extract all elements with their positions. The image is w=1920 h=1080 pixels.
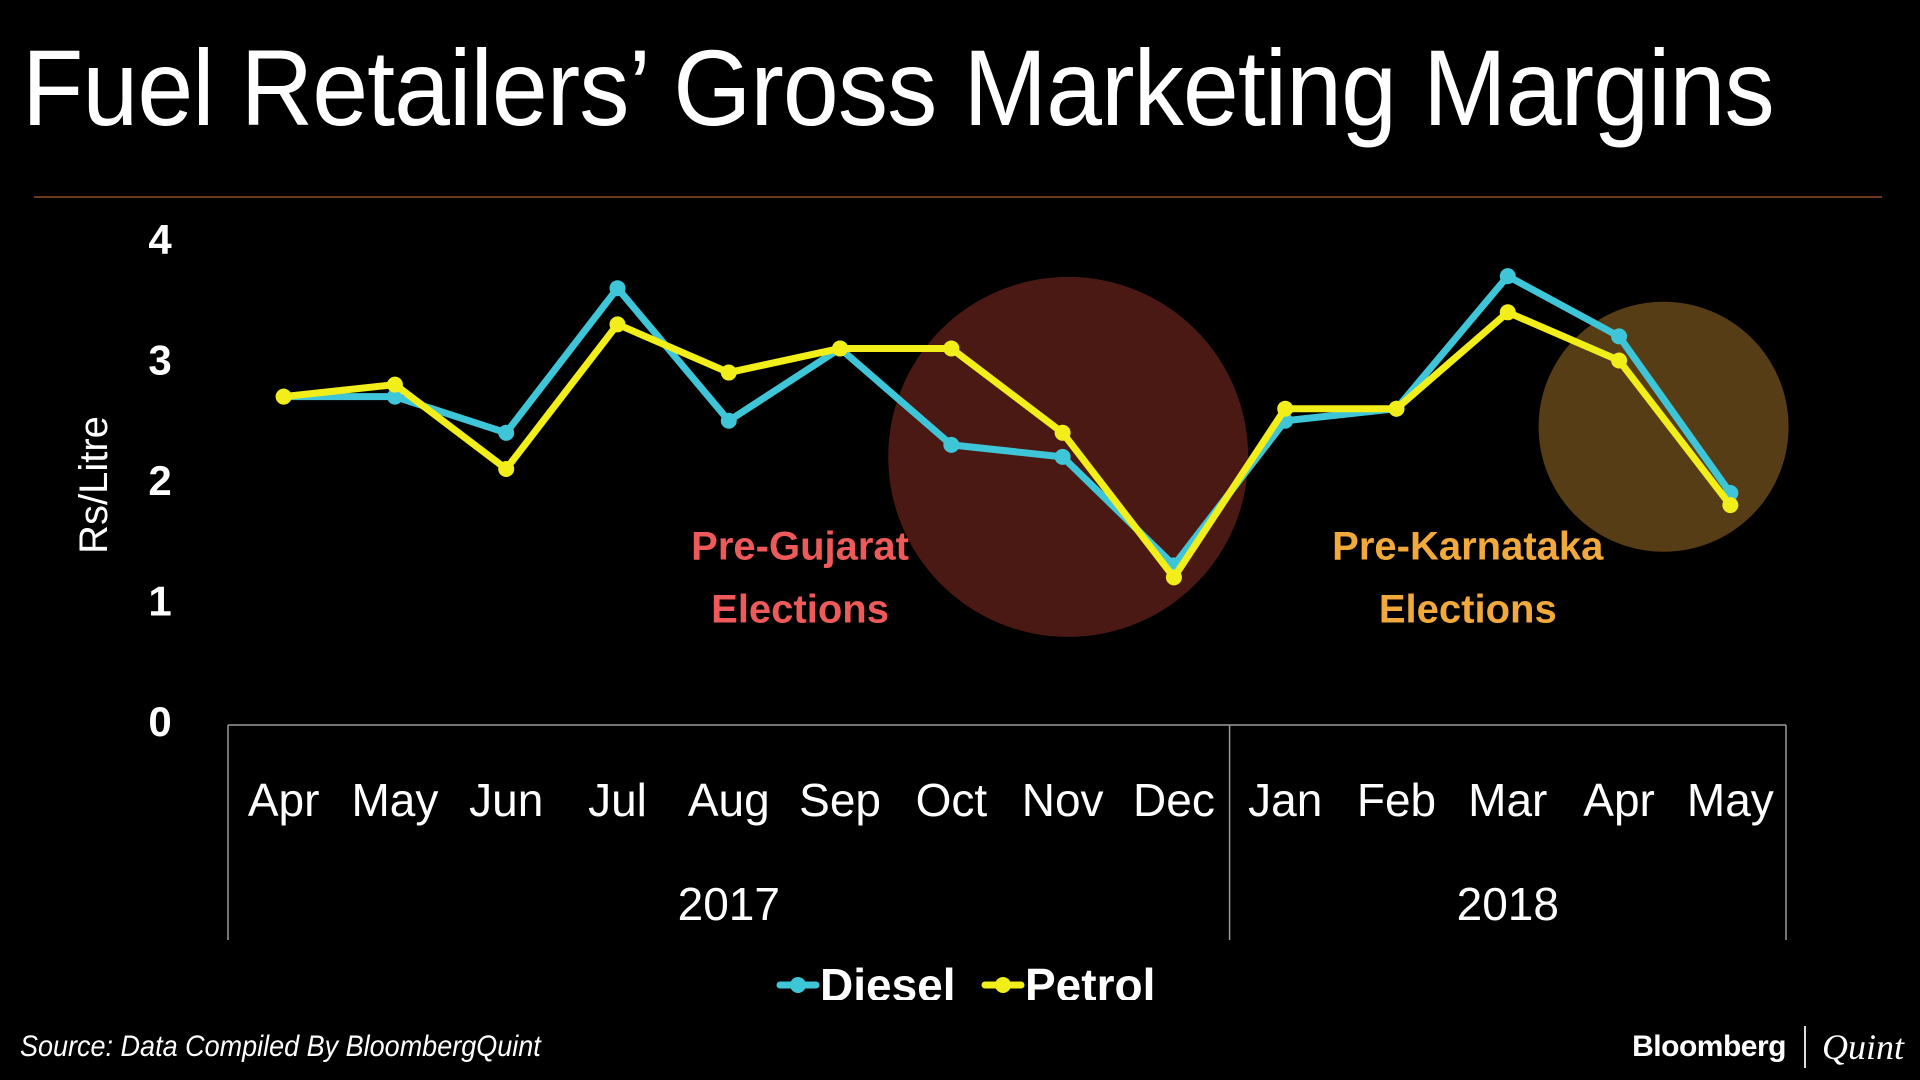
x-tick-label: Apr (1583, 774, 1655, 826)
y-tick-label: 0 (148, 698, 171, 745)
x-tick-label: Jul (588, 774, 647, 826)
data-point-petrol (943, 340, 960, 357)
legend-marker-petrol (995, 977, 1011, 993)
data-point-diesel (720, 412, 737, 429)
data-point-petrol (1611, 352, 1628, 369)
data-point-diesel (1054, 448, 1071, 465)
x-tick-label: Aug (688, 774, 770, 826)
chart-title: Fuel Retailers’ Gross Marketing Margins (22, 27, 1775, 148)
x-tick-label: Feb (1357, 774, 1436, 826)
legend-label-diesel: Diesel (820, 959, 956, 1000)
legend-marker-diesel (790, 977, 806, 993)
title-divider (34, 196, 1882, 198)
y-tick-label: 1 (148, 578, 171, 625)
x-tick-label: May (1687, 774, 1774, 826)
data-point-petrol (609, 316, 626, 333)
data-point-petrol (1722, 497, 1739, 514)
data-point-diesel (498, 424, 515, 441)
data-point-petrol (1165, 569, 1182, 586)
x-tick-label: Jan (1248, 774, 1322, 826)
data-point-petrol (1388, 400, 1405, 417)
y-tick-label: 2 (148, 457, 171, 504)
source-note: Source: Data Compiled By BloombergQuint (20, 1030, 541, 1063)
brand-divider (1803, 1026, 1806, 1068)
brand-quint: Quint (1821, 1027, 1904, 1067)
data-point-petrol (832, 340, 849, 357)
x-tick-label: Mar (1468, 774, 1547, 826)
annotation-label: Elections (1379, 587, 1557, 631)
y-tick-label: 4 (148, 216, 172, 263)
data-point-diesel (1499, 268, 1516, 285)
x-tick-label: Nov (1022, 774, 1104, 826)
y-tick-label: 3 (148, 337, 171, 384)
data-point-diesel (943, 436, 960, 453)
annotation-label: Elections (711, 587, 889, 631)
brand-bloomberg: Bloomberg (1632, 1030, 1786, 1063)
series-line-petrol (280, 308, 1734, 581)
x-tick-label: Sep (799, 774, 881, 826)
year-label: 2018 (1457, 878, 1559, 930)
data-point-petrol (275, 388, 292, 405)
y-axis-label: Rs/Litre (72, 416, 116, 554)
data-point-diesel (609, 280, 626, 297)
data-point-petrol (1054, 424, 1071, 441)
series-line-diesel (280, 272, 1734, 569)
data-point-petrol (1277, 400, 1294, 417)
year-label: 2017 (678, 878, 780, 930)
x-tick-label: Oct (916, 774, 988, 826)
annotation-label: Pre-Gujarat (691, 524, 909, 568)
line-chart: 0 1 2 3 4 Rs/Litre Apr May Jun Jul Aug Sep Oct Nov Dec… (72, 216, 1789, 1000)
brand-logo: Bloomberg Quint (1632, 1026, 1904, 1068)
legend-label-petrol: Petrol (1025, 959, 1155, 1000)
x-tick-label: Apr (248, 774, 320, 826)
data-point-petrol (386, 376, 403, 393)
annotation-label: Pre-Karnataka (1332, 524, 1604, 568)
data-point-petrol (720, 364, 737, 381)
x-tick-label: May (351, 774, 438, 826)
data-point-diesel (386, 388, 403, 405)
x-tick-label: Jun (469, 774, 543, 826)
data-point-petrol (1499, 304, 1516, 321)
x-tick-label: Dec (1133, 774, 1215, 826)
data-point-petrol (498, 460, 515, 477)
data-point-diesel (1611, 328, 1628, 345)
